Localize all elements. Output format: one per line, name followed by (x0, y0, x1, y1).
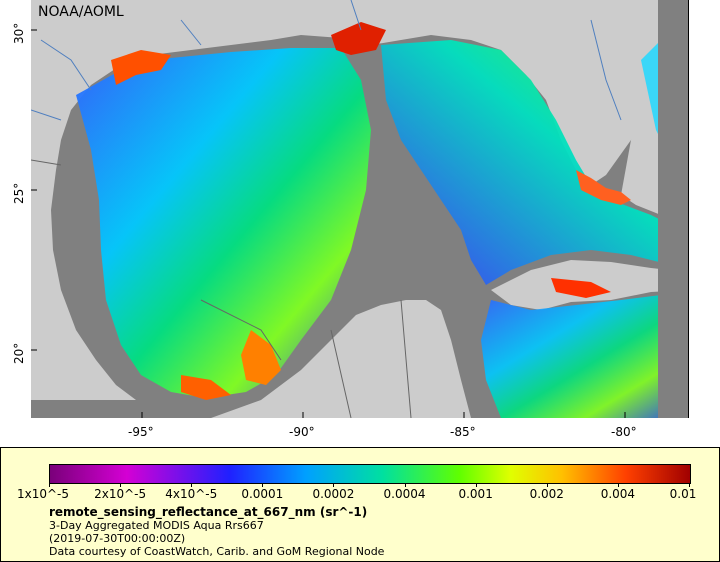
land-yucatan (211, 300, 471, 418)
map-frame[interactable]: NOAA/AOML (31, 0, 689, 418)
ocean-color-gulf-east (381, 40, 671, 285)
coastal-band-florida (576, 170, 631, 205)
land-north-america (31, 0, 688, 400)
coastal-band-yucatan (241, 330, 281, 385)
colorbar-tick-label: 2x10^-5 (94, 487, 147, 501)
coastal-band-cuba (551, 278, 611, 298)
coastal-band-texas (111, 50, 171, 85)
ocean-color-caribbean (481, 292, 688, 418)
colorbar-tick-mark (333, 483, 335, 487)
dataset-name: 3-Day Aggregated MODIS Aqua Rrs667 (49, 519, 264, 532)
x-tick-label: -90° (289, 425, 315, 439)
colorbar-tick-mark (404, 483, 406, 487)
colorbar-tick-mark (191, 483, 193, 487)
y-tick-label: 25° (12, 182, 26, 204)
colorbar-tick-label: 1x10^-5 (16, 487, 70, 501)
colorbar-tick-label: 0.002 (529, 487, 564, 501)
variable-name: remote_sensing_reflectance_at_667_nm (sr… (49, 505, 368, 519)
ocean-color-gulf-west (76, 48, 371, 398)
colorbar-tick-mark (617, 483, 619, 487)
colorbar-tick-label: 0.0002 (312, 487, 355, 501)
colorbar-tick-label: 4x10^-5 (165, 487, 218, 501)
map-image (31, 0, 688, 418)
map-credit: NOAA/AOML (38, 4, 124, 20)
x-tick-label: -85° (450, 425, 476, 439)
time-stamp: (2019-07-30T00:00:00Z) (49, 532, 186, 545)
axis-ticks (31, 29, 626, 418)
colorbar-tick-mark (546, 483, 548, 487)
y-tick-label: 20° (12, 342, 26, 364)
border-lines (31, 159, 412, 418)
legend-panel: 1x10^-5 2x10^-5 4x10^-5 0.0001 0.0002 0.0004 0… (0, 447, 720, 562)
river-lines (31, 0, 622, 121)
no-data-strip (658, 0, 688, 418)
x-tick-label: -80° (611, 425, 637, 439)
data-courtesy: Data courtesy of CoastWatch, Carib. and … (49, 545, 385, 558)
colorbar-tick-mark (475, 483, 477, 487)
colorbar-tick-mark (49, 483, 50, 487)
colorbar-tick-mark (120, 483, 122, 487)
colorbar-tick-mark (262, 483, 264, 487)
colorbar (49, 464, 691, 484)
colorbar-tick-mark (689, 483, 690, 487)
colorbar-tick-label: 0.0004 (383, 487, 426, 501)
colorbar-tick-label: 0.004 (600, 487, 636, 501)
coastal-band-mexico (181, 375, 231, 400)
coastal-band-louisiana (331, 22, 386, 55)
colorbar-tick-label: 0.001 (458, 487, 493, 501)
colorbar-tick-label: 0.01 (669, 487, 697, 501)
y-tick-label: 30° (12, 22, 26, 44)
colorbar-tick-label: 0.0001 (241, 487, 284, 501)
x-tick-label: -95° (128, 425, 154, 439)
